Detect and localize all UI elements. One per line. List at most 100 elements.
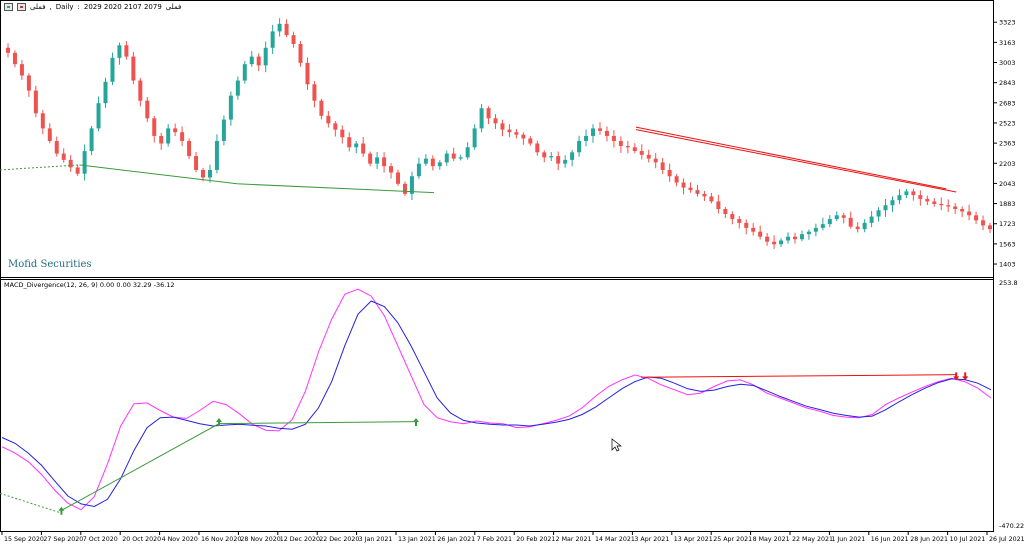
candle <box>277 18 282 37</box>
candle <box>570 149 575 167</box>
date-tick-label: 14 Mar 2021 <box>595 536 635 543</box>
candle <box>883 198 888 217</box>
candle-body <box>61 153 66 160</box>
chart-frame <box>0 0 994 532</box>
candle-body <box>389 166 394 173</box>
candle-body <box>646 154 651 159</box>
candle-body <box>953 206 958 209</box>
macd-tick-label: -470.22 <box>999 522 1024 530</box>
candle <box>556 151 561 171</box>
candle-body <box>639 151 644 155</box>
candle <box>792 232 797 244</box>
symbol-window-icon[interactable] <box>4 3 13 11</box>
bear-arrow-marker <box>962 372 969 381</box>
candle <box>904 189 909 199</box>
candle <box>354 140 359 154</box>
candle <box>382 152 387 173</box>
candle <box>187 138 192 160</box>
candle <box>841 212 846 224</box>
candle-body <box>577 140 582 153</box>
candle <box>772 235 777 250</box>
macd-bear-divergence <box>640 374 957 378</box>
bear-arrow-marker <box>953 372 960 381</box>
candle-body <box>180 132 185 141</box>
candle <box>744 219 749 235</box>
candle <box>681 178 686 195</box>
candle-body <box>632 147 637 152</box>
candle-body <box>430 158 435 167</box>
candle <box>869 210 874 228</box>
candle <box>549 151 554 162</box>
candle <box>437 160 442 170</box>
candle-body <box>862 222 867 230</box>
candle-body <box>904 191 909 196</box>
macd-bull-divergence <box>61 421 417 511</box>
candle-body <box>758 231 763 237</box>
candle-body <box>319 100 324 116</box>
candle <box>145 97 150 122</box>
candle-body <box>799 234 804 240</box>
candle <box>737 216 742 229</box>
candle <box>730 211 735 225</box>
candle <box>284 19 289 38</box>
candle-body <box>277 23 282 32</box>
candle <box>375 151 380 170</box>
candle <box>591 124 596 143</box>
candle <box>12 50 17 68</box>
candle-body <box>486 108 491 119</box>
date-tick-label: 22 Dec 2020 <box>319 536 359 543</box>
candle <box>981 215 986 231</box>
candle <box>40 109 45 135</box>
candle-body <box>493 118 498 124</box>
candle <box>402 181 407 196</box>
candle <box>235 76 240 100</box>
price-tick-label: 2683 <box>999 99 1016 107</box>
candle <box>465 142 470 160</box>
candle-body <box>166 128 171 144</box>
chart-type-icon[interactable] <box>17 3 26 11</box>
candle-body <box>611 135 616 141</box>
candle-body <box>479 108 484 129</box>
candle-body <box>500 123 505 130</box>
price-chart <box>0 18 992 250</box>
candle-body <box>437 162 442 167</box>
date-tick-label: 28 Nov 2020 <box>240 536 280 543</box>
candle-body <box>396 172 401 184</box>
candle <box>716 194 721 214</box>
candle-body <box>54 140 59 154</box>
candle <box>214 134 219 174</box>
candle <box>326 110 331 128</box>
price-tick-label: 3003 <box>999 59 1016 67</box>
candle <box>117 42 122 65</box>
candle <box>674 174 679 187</box>
candle-body <box>827 219 832 225</box>
candle-body <box>751 227 756 232</box>
candle-body <box>221 119 226 141</box>
candle-body <box>159 135 164 144</box>
candle-body <box>152 118 157 136</box>
candle <box>890 196 895 212</box>
candle <box>103 77 108 108</box>
price-tick-label: 2043 <box>999 180 1016 188</box>
candle-body <box>702 193 707 197</box>
candle-body <box>806 231 811 235</box>
candle <box>584 129 589 147</box>
candle-body <box>604 130 609 136</box>
candle-body <box>451 153 456 159</box>
candle <box>751 222 756 236</box>
candle <box>709 192 714 204</box>
candle-body <box>744 222 749 228</box>
candle-body <box>932 201 937 204</box>
candle <box>333 121 338 137</box>
candle <box>124 41 129 60</box>
candle-body <box>40 113 45 129</box>
candle <box>486 106 491 125</box>
candle <box>479 103 484 133</box>
candle <box>939 197 944 211</box>
candle-body <box>270 31 275 48</box>
candle <box>312 81 317 108</box>
candle <box>180 126 185 147</box>
candle-body <box>855 226 860 230</box>
candle-body <box>465 147 470 158</box>
